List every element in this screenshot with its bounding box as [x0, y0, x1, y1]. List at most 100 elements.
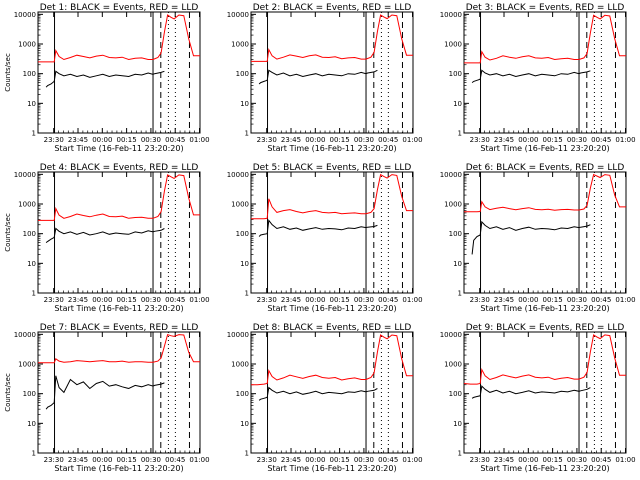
- x-tick-label: 00:00: [305, 136, 325, 144]
- lld-series-line: [38, 174, 200, 221]
- x-tick-label: 01:00: [189, 456, 209, 464]
- lld-series-line: [38, 14, 200, 63]
- x-tick-label: 00:45: [591, 296, 611, 304]
- x-tick-label: 23:45: [494, 136, 514, 144]
- x-axis-label: Start Time (16-Feb-11 23:20:20): [54, 304, 183, 313]
- x-tick-label: 23:45: [68, 296, 88, 304]
- y-tick-label: 10: [453, 100, 462, 108]
- y-tick-label: 100: [236, 230, 249, 238]
- panel-det-6: Det 6: BLACK = Events, RED = LLD 1 10 100 10…: [440, 163, 636, 313]
- panel-det-1: Det 1: BLACK = Events, RED = LLD 1 10 100 10…: [4, 3, 210, 153]
- x-tick-label: 00:00: [518, 296, 538, 304]
- x-tick-label: 23:45: [281, 456, 301, 464]
- x-tick-label: 23:45: [68, 456, 88, 464]
- x-tick-label: 00:45: [591, 136, 611, 144]
- y-tick-label: 10: [240, 420, 249, 428]
- x-tick-label: 23:45: [281, 136, 301, 144]
- y-tick-label: 1000: [444, 41, 462, 49]
- y-tick-label: 10000: [227, 171, 249, 179]
- panel-det-2: Det 2: BLACK = Events, RED = LLD 1 10 100 10…: [227, 3, 423, 153]
- y-tick-label: 1000: [444, 201, 462, 209]
- y-tick-label: 10000: [440, 171, 462, 179]
- x-tick-label: 23:30: [44, 136, 64, 144]
- y-tick-label: 100: [23, 70, 36, 78]
- lld-series-line: [38, 333, 200, 364]
- x-tick-label: 01:00: [402, 456, 422, 464]
- x-tick-label: 00:45: [165, 456, 185, 464]
- plot-frame: [250, 331, 414, 454]
- events-series-line: [45, 375, 165, 410]
- x-tick-label: 00:15: [543, 136, 563, 144]
- y-axis-label: Counts/sec: [4, 213, 12, 252]
- x-tick-label: 00:30: [354, 456, 374, 464]
- x-tick-label: 00:30: [567, 296, 587, 304]
- panel-title: Det 6: BLACK = Events, RED = LLD: [466, 163, 625, 173]
- y-tick-label: 1: [245, 290, 249, 298]
- x-tick-label: 00:15: [117, 296, 137, 304]
- y-tick-label: 10: [27, 100, 36, 108]
- x-tick-label: 00:45: [165, 136, 185, 144]
- x-tick-label: 00:15: [543, 456, 563, 464]
- y-tick-label: 100: [236, 70, 249, 78]
- plot-frame: [250, 11, 414, 134]
- x-tick-label: 00:00: [92, 136, 112, 144]
- x-tick-label: 23:45: [68, 136, 88, 144]
- plot-frame: [250, 171, 414, 294]
- x-tick-label: 00:00: [305, 456, 325, 464]
- lld-series-line: [464, 14, 626, 64]
- x-tick-label: 23:30: [44, 296, 64, 304]
- x-axis-label: Start Time (16-Feb-11 23:20:20): [267, 464, 396, 473]
- y-axis-label: Counts/sec: [4, 53, 12, 92]
- x-axis-label: Start Time (16-Feb-11 23:20:20): [54, 144, 183, 153]
- y-tick-label: 100: [449, 390, 462, 398]
- x-tick-label: 23:30: [470, 296, 490, 304]
- x-tick-label: 00:15: [330, 296, 350, 304]
- y-tick-label: 1000: [18, 361, 36, 369]
- x-tick-label: 00:00: [92, 296, 112, 304]
- x-axis-label: Start Time (16-Feb-11 23:20:20): [480, 464, 609, 473]
- events-series-line: [471, 220, 591, 255]
- panel-title: Det 8: BLACK = Events, RED = LLD: [253, 323, 412, 333]
- x-tick-label: 00:45: [378, 296, 398, 304]
- x-tick-label: 23:30: [44, 456, 64, 464]
- x-tick-label: 23:30: [470, 456, 490, 464]
- x-tick-label: 00:15: [330, 136, 350, 144]
- y-tick-label: 1: [458, 130, 462, 138]
- x-tick-label: 23:30: [257, 296, 277, 304]
- x-tick-label: 00:30: [141, 296, 161, 304]
- events-series-line: [471, 69, 591, 83]
- x-tick-label: 00:15: [543, 296, 563, 304]
- y-tick-label: 10000: [14, 171, 36, 179]
- lld-series-line: [464, 173, 626, 213]
- y-tick-label: 10000: [440, 11, 462, 19]
- x-tick-label: 00:15: [330, 456, 350, 464]
- plot-frame: [37, 331, 201, 454]
- plot-frame: [463, 331, 627, 454]
- y-tick-label: 1: [32, 290, 36, 298]
- x-tick-label: 23:45: [494, 456, 514, 464]
- x-tick-label: 23:30: [470, 136, 490, 144]
- x-tick-label: 23:30: [257, 456, 277, 464]
- x-axis-label: Start Time (16-Feb-11 23:20:20): [54, 464, 183, 473]
- y-tick-label: 10: [453, 420, 462, 428]
- y-tick-label: 1000: [18, 201, 36, 209]
- y-tick-label: 1: [458, 450, 462, 458]
- panel-title: Det 3: BLACK = Events, RED = LLD: [466, 3, 625, 13]
- lld-series-line: [463, 334, 626, 385]
- lld-series-line: [251, 14, 413, 62]
- x-tick-label: 00:00: [518, 136, 538, 144]
- plot-frame: [463, 11, 627, 134]
- y-tick-label: 100: [236, 390, 249, 398]
- events-series-line: [45, 227, 165, 244]
- y-tick-label: 10000: [227, 331, 249, 339]
- y-tick-label: 1: [245, 450, 249, 458]
- y-axis-label: Counts/sec: [4, 373, 12, 412]
- panel-title: Det 4: BLACK = Events, RED = LLD: [40, 163, 199, 173]
- x-tick-label: 00:45: [378, 456, 398, 464]
- y-tick-label: 10: [240, 100, 249, 108]
- x-tick-label: 01:00: [189, 296, 209, 304]
- x-tick-label: 00:00: [518, 456, 538, 464]
- panel-det-3: Det 3: BLACK = Events, RED = LLD 1 10 100 10…: [440, 3, 636, 153]
- y-tick-label: 10: [453, 260, 462, 268]
- x-tick-label: 00:00: [92, 456, 112, 464]
